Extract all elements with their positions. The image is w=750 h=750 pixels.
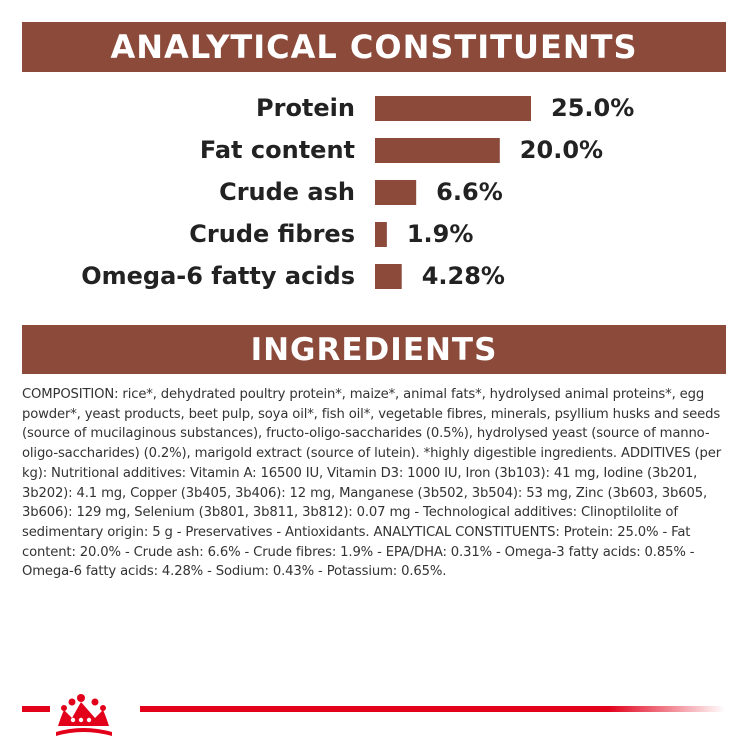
category-label: Protein — [256, 94, 355, 122]
category-label: Crude fibres — [189, 220, 355, 248]
category-label: Fat content — [200, 136, 355, 164]
category-label: Omega-6 fatty acids — [81, 262, 355, 290]
footer-brand-strip — [22, 694, 725, 736]
bar — [375, 264, 402, 289]
value-label: 25.0% — [551, 94, 634, 122]
value-label: 4.28% — [422, 262, 505, 290]
value-label: 6.6% — [436, 178, 503, 206]
analytical-constituents-banner: ANALYTICAL CONSTITUENTS — [22, 22, 726, 72]
footer-line-right — [140, 706, 725, 712]
analytical-constituents-chart: Protein 25.0% Fat content 20.0% Crude ash 6.6… — [81, 94, 634, 290]
bar — [375, 222, 387, 247]
ingredients-title: INGREDIENTS — [250, 331, 498, 368]
crown-logo-icon — [56, 694, 112, 736]
value-label: 20.0% — [520, 136, 603, 164]
bar — [375, 96, 531, 121]
footer-line-left — [22, 706, 50, 712]
bar — [375, 138, 500, 163]
bar — [375, 180, 417, 205]
category-label: Crude ash — [219, 178, 355, 206]
analytical-constituents-title: ANALYTICAL CONSTITUENTS — [110, 28, 638, 66]
composition-text: COMPOSITION: rice*, dehydrated poultry p… — [22, 387, 721, 580]
value-label: 1.9% — [407, 220, 474, 248]
ingredients-banner: INGREDIENTS — [22, 325, 726, 374]
